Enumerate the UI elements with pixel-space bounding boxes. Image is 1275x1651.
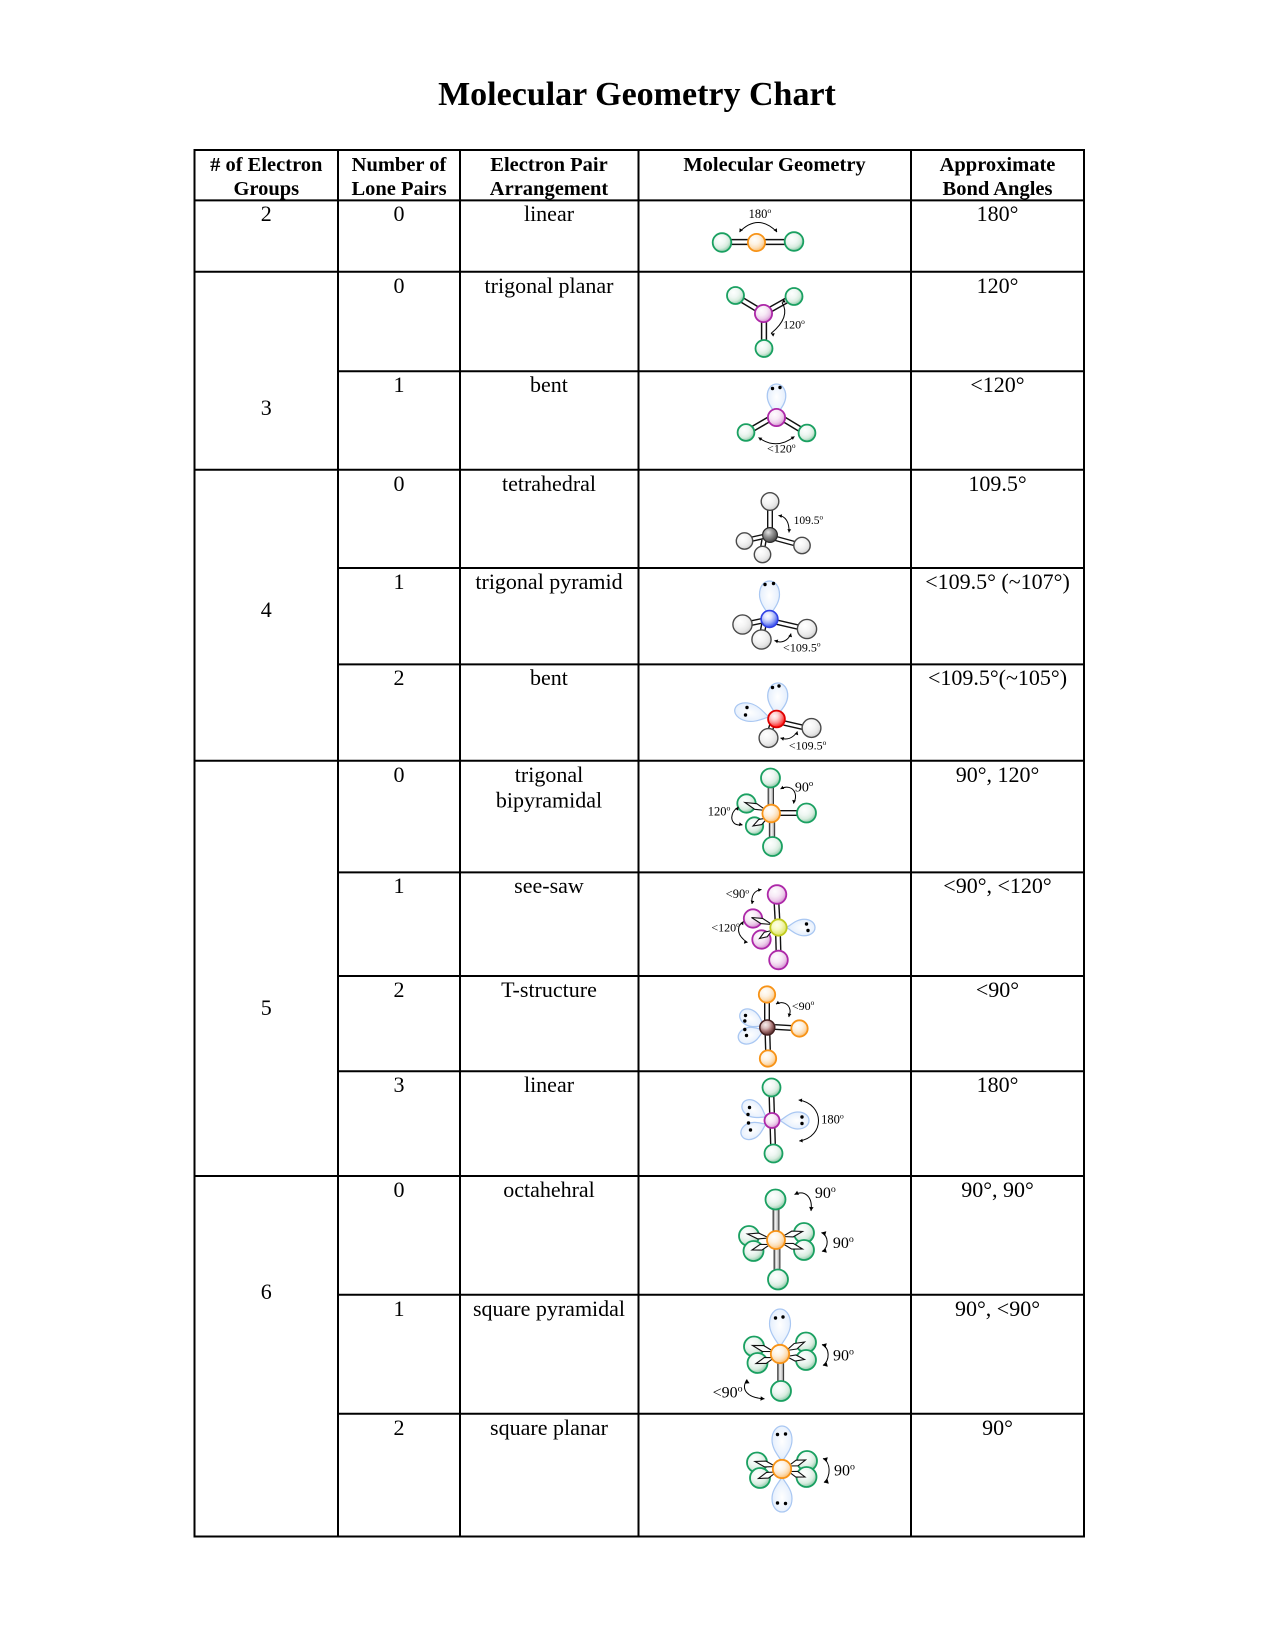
- svg-text:0: 0: [394, 273, 405, 298]
- svg-text:Arrangement: Arrangement: [490, 178, 609, 200]
- svg-text:2: 2: [394, 977, 405, 1002]
- svg-text:square pyramidal: square pyramidal: [473, 1296, 625, 1321]
- svg-text:90o: 90o: [834, 1461, 855, 1479]
- svg-text:1: 1: [394, 873, 405, 898]
- svg-text:# of Electron: # of Electron: [210, 154, 323, 176]
- svg-text:square planar: square planar: [490, 1415, 609, 1440]
- svg-text:<90°: <90°: [976, 977, 1019, 1002]
- svg-text:<120o: <120o: [711, 920, 740, 935]
- svg-text:120o: 120o: [708, 804, 731, 819]
- svg-text:180°: 180°: [977, 201, 1019, 226]
- svg-text:T-structure: T-structure: [501, 977, 597, 1002]
- svg-text:Molecular Geometry: Molecular Geometry: [683, 154, 866, 176]
- svg-text:0: 0: [394, 762, 405, 787]
- svg-text:octahehral: octahehral: [503, 1177, 595, 1202]
- svg-text:<109.5° (~107°): <109.5° (~107°): [925, 569, 1070, 594]
- svg-text:bent: bent: [530, 665, 568, 690]
- svg-text:2: 2: [261, 201, 272, 226]
- svg-text:Lone Pairs: Lone Pairs: [351, 178, 446, 200]
- svg-text:2: 2: [394, 665, 405, 690]
- svg-text:1: 1: [394, 569, 405, 594]
- svg-text:Approximate: Approximate: [940, 154, 1056, 176]
- svg-text:90o: 90o: [833, 1234, 854, 1252]
- svg-text:Number of: Number of: [352, 154, 448, 176]
- svg-text:tetrahedral: tetrahedral: [502, 471, 596, 496]
- svg-text:3: 3: [261, 395, 272, 420]
- svg-text:trigonal: trigonal: [515, 762, 583, 787]
- svg-text:<90°, <120°: <90°, <120°: [943, 873, 1051, 898]
- svg-text:180o: 180o: [821, 1112, 844, 1127]
- svg-text:bipyramidal: bipyramidal: [496, 788, 602, 813]
- svg-text:6: 6: [261, 1279, 272, 1304]
- svg-text:180°: 180°: [977, 1072, 1019, 1097]
- svg-text:trigonal pyramid: trigonal pyramid: [475, 569, 622, 594]
- svg-text:4: 4: [261, 597, 272, 622]
- svg-text:linear: linear: [524, 1072, 575, 1097]
- svg-text:0: 0: [394, 201, 405, 226]
- svg-text:see-saw: see-saw: [514, 873, 584, 898]
- svg-text:Molecular Geometry Chart: Molecular Geometry Chart: [438, 76, 836, 113]
- svg-text:<109.5o: <109.5o: [789, 738, 827, 753]
- svg-text:90°: 90°: [982, 1415, 1013, 1440]
- svg-text:linear: linear: [524, 201, 575, 226]
- svg-text:bent: bent: [530, 372, 568, 397]
- svg-text:90°, 120°: 90°, 120°: [956, 762, 1040, 787]
- svg-text:Groups: Groups: [233, 178, 299, 200]
- svg-text:109.5°: 109.5°: [968, 471, 1026, 496]
- svg-text:<90o: <90o: [713, 1384, 743, 1402]
- svg-text:90o: 90o: [833, 1346, 854, 1364]
- svg-text:90°, 90°: 90°, 90°: [961, 1177, 1034, 1202]
- svg-text:3: 3: [394, 1072, 405, 1097]
- svg-text:90o: 90o: [815, 1184, 836, 1202]
- svg-text:0: 0: [394, 1177, 405, 1202]
- svg-text:<120o: <120o: [767, 441, 796, 456]
- svg-text:0: 0: [394, 471, 405, 496]
- svg-text:120°: 120°: [977, 273, 1019, 298]
- svg-text:Electron Pair: Electron Pair: [490, 154, 607, 176]
- svg-text:1: 1: [394, 372, 405, 397]
- svg-text:120o: 120o: [783, 317, 805, 332]
- svg-text:<90o: <90o: [726, 886, 750, 901]
- svg-text:109.5o: 109.5o: [794, 513, 824, 526]
- svg-text:2: 2: [394, 1415, 405, 1440]
- svg-text:<109.5o: <109.5o: [783, 640, 821, 655]
- svg-text:<109.5°(~105°): <109.5°(~105°): [928, 665, 1067, 690]
- svg-text:180o: 180o: [749, 206, 772, 221]
- svg-text:Bond Angles: Bond Angles: [943, 178, 1053, 200]
- svg-text:5: 5: [261, 995, 272, 1020]
- svg-text:trigonal planar: trigonal planar: [485, 273, 615, 298]
- svg-text:<90o: <90o: [792, 998, 815, 1013]
- svg-text:1: 1: [394, 1296, 405, 1321]
- svg-text:<120°: <120°: [970, 372, 1024, 397]
- svg-text:90°, <90°: 90°, <90°: [955, 1296, 1040, 1321]
